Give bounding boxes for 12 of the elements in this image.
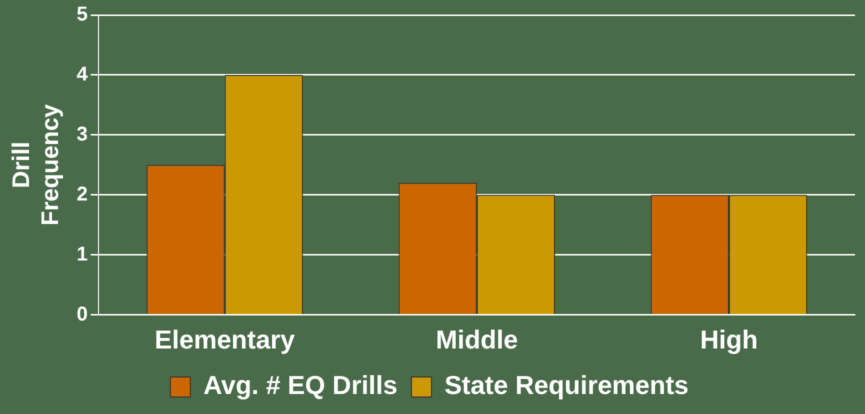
y-axis-title: Drill Frequency [8, 104, 64, 226]
x-tick-label: Elementary [154, 324, 296, 355]
x-tick-label: High [700, 324, 758, 355]
y-tick-label: 3 [76, 123, 88, 146]
legend-label: State Requirements [444, 370, 689, 400]
y-tick-label: 4 [76, 63, 89, 86]
x-tick-label: Middle [436, 324, 518, 355]
y-tick-label: 5 [76, 4, 88, 26]
y-tick-label: 1 [76, 243, 88, 266]
y-tick-label: 2 [76, 183, 88, 206]
legend-label: Avg. # EQ Drills [203, 370, 398, 400]
y-tick-label: 0 [76, 303, 88, 326]
